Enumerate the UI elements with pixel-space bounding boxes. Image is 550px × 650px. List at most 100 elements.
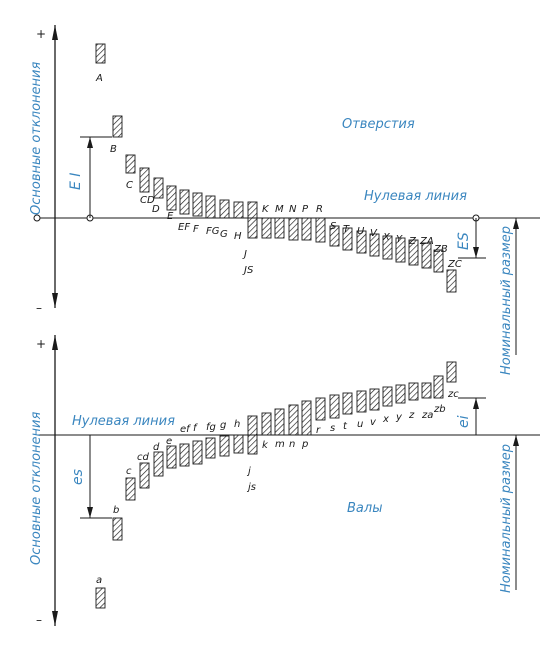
- shaft-bar-r: [315, 397, 326, 421]
- shaft-label-z: z: [408, 410, 415, 421]
- shaft-bar-h: [233, 434, 244, 454]
- hole-bar-j: [247, 201, 258, 239]
- holes-axis-arrow-up: [52, 25, 58, 40]
- hole-bar-y: [395, 237, 406, 263]
- hole-bar-c: [125, 154, 136, 174]
- shaft-bar-u: [356, 390, 367, 413]
- hole-label-e: E: [167, 211, 174, 222]
- holes-title: Отверстия: [342, 117, 415, 132]
- holes-ei-arrow: [87, 137, 93, 148]
- shaft-bar-b: [112, 517, 123, 541]
- shaft-label-js: js: [246, 482, 256, 493]
- hole-label-s: S: [330, 221, 337, 232]
- hole-label-fg: FG: [206, 226, 220, 237]
- shaft-label-g: g: [220, 420, 226, 431]
- hole-label-zb: ZB: [433, 244, 448, 255]
- shaft-bar-k: [261, 412, 272, 436]
- hole-label-g: G: [220, 229, 228, 240]
- shaft-bar-j: [247, 415, 258, 455]
- hole-label-y: Y: [396, 234, 403, 245]
- shaft-label-a: a: [96, 575, 102, 586]
- holes-minus-sign: –: [36, 301, 42, 315]
- shaft-bar-m: [274, 408, 285, 436]
- hole-bar-r: [315, 217, 326, 243]
- holes-axis-arrow-down: [52, 293, 58, 308]
- shaft-label-j: j: [246, 466, 251, 477]
- hole-label-x: X: [382, 232, 391, 243]
- shafts-deviation-label: Основные отклонения: [29, 412, 44, 565]
- shafts-nominal-arrow: [513, 435, 519, 446]
- hole-label-b: B: [110, 144, 117, 155]
- shaft-label-t: t: [343, 421, 348, 432]
- shaft-bar-zc: [446, 361, 457, 383]
- shaft-bar-d: [153, 451, 164, 477]
- hole-bar-s: [329, 225, 340, 247]
- shaft-label-d: d: [153, 442, 160, 453]
- holes-nominal-label: Номинальный размер: [499, 226, 514, 375]
- hole-bar-h: [233, 201, 244, 219]
- hole-label-ef: EF: [178, 222, 190, 233]
- shaft-bar-cd: [139, 462, 150, 489]
- hole-bar-x: [382, 235, 393, 260]
- holes-es-label: ES: [456, 232, 472, 250]
- shaft-label-k: k: [262, 440, 269, 451]
- shaft-label-b: b: [113, 505, 119, 516]
- shafts-ei-label: ei: [456, 415, 472, 428]
- hole-bar-zc: [446, 269, 457, 293]
- hole-label-n: N: [289, 204, 297, 215]
- hole-bar-zb: [433, 249, 444, 273]
- shaft-bar-a: [95, 587, 106, 609]
- hole-label-j: J: [242, 249, 247, 260]
- shaft-bar-za: [421, 382, 432, 399]
- holes-zero-left-circle: [33, 214, 41, 222]
- shaft-bar-p: [301, 400, 312, 436]
- hole-label-h: H: [234, 231, 242, 242]
- shafts-plus-sign: +: [36, 337, 46, 351]
- shaft-bar-x: [382, 386, 393, 407]
- shaft-bar-s: [329, 394, 340, 419]
- shafts-es-arrow: [87, 507, 93, 518]
- hole-label-v: V: [370, 228, 378, 239]
- hole-bar-v: [369, 233, 380, 257]
- shaft-bar-t: [342, 392, 353, 415]
- shafts-es-label: es: [70, 469, 86, 485]
- hole-bar-g: [219, 199, 230, 219]
- hole-label-m: M: [275, 204, 284, 215]
- shaft-label-m: m: [275, 439, 285, 450]
- shafts-nominal-label: Номинальный размер: [499, 444, 514, 593]
- hole-bar-z: [408, 239, 419, 266]
- holes-panel: + – E I ES Номинальный размер Основные о…: [29, 25, 540, 375]
- shaft-bar-c: [125, 477, 136, 501]
- shafts-panel: + – es ei Номинальный размер Основные от…: [29, 335, 540, 627]
- hole-bar-t: [342, 227, 353, 251]
- hole-label-js: JS: [242, 265, 254, 276]
- hole-label-cd: CD: [140, 195, 155, 206]
- shaft-bar-n: [288, 404, 299, 436]
- shafts-minus-sign: –: [36, 613, 42, 627]
- shaft-label-zc: zc: [447, 389, 459, 400]
- shaft-label-f: f: [193, 423, 198, 434]
- shafts-zero-line-label: Нулевая линия: [72, 414, 175, 429]
- hole-bar-ef: [179, 189, 190, 215]
- hole-label-f: F: [193, 224, 199, 235]
- hole-bar-k: [261, 217, 272, 239]
- hole-bar-p: [301, 217, 312, 241]
- shaft-label-r: r: [316, 425, 321, 436]
- shaft-bar-g: [219, 435, 230, 457]
- holes-nominal-arrow: [513, 218, 519, 229]
- shaft-bar-ef: [179, 443, 190, 467]
- hole-label-d: D: [152, 204, 160, 215]
- hole-label-a: A: [95, 73, 103, 84]
- shaft-bar-y: [395, 384, 406, 404]
- shaft-label-u: u: [357, 419, 363, 430]
- shaft-bar-fg: [205, 437, 216, 459]
- shafts-axis-arrow-down: [52, 611, 58, 626]
- hole-bar-u: [356, 230, 367, 254]
- hole-bar-a: [95, 43, 106, 64]
- hole-label-k: K: [262, 204, 270, 215]
- shaft-bar-zb: [433, 375, 444, 399]
- hole-label-zc: ZC: [447, 259, 462, 270]
- hole-label-t: T: [343, 224, 350, 235]
